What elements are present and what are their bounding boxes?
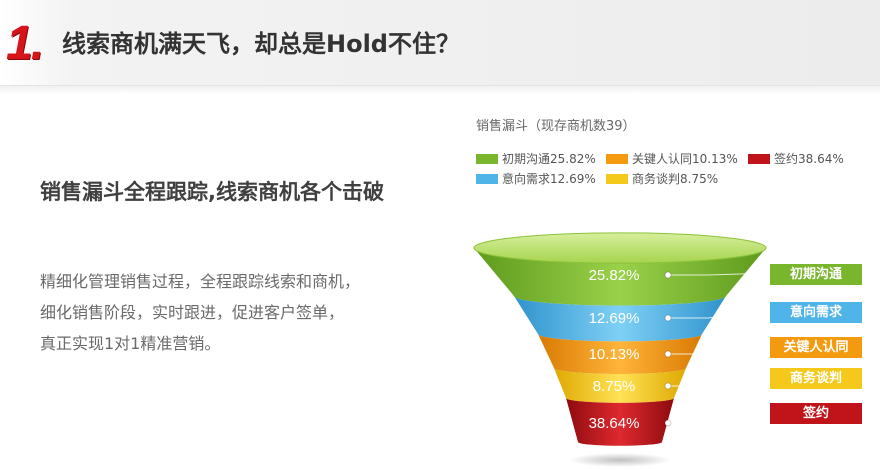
funnel-chart: 25.82% 12.69% 10.13% 8.75% 38.64% bbox=[473, 232, 770, 467]
funnel-connector-dot bbox=[664, 314, 672, 322]
step-number: 1. bbox=[6, 17, 44, 70]
legend-item: 商务谈判8.75% bbox=[606, 171, 718, 187]
stage-tag-signed: 签约 bbox=[770, 403, 862, 424]
stage-tag-label: 意向需求 bbox=[789, 305, 842, 320]
funnel-connector-dot bbox=[664, 419, 672, 427]
chart-legend: 初期沟通25.82% 关键人认同10.13% 签约38.64% 意向需求12.6… bbox=[476, 151, 866, 189]
header-title: 线索商机满天飞，却总是Hold不住？ bbox=[62, 30, 460, 58]
stage-tag-label: 初期沟通 bbox=[789, 267, 842, 282]
chart-title: 销售漏斗（现存商机数39） bbox=[476, 119, 636, 134]
stage-tag-negotiation: 商务谈判 bbox=[770, 368, 862, 389]
legend-label: 关键人认同10.13% bbox=[632, 152, 738, 166]
legend-label: 签约38.64% bbox=[774, 152, 844, 166]
legend-item: 关键人认同10.13% bbox=[606, 151, 738, 167]
funnel-band bbox=[566, 398, 674, 446]
legend-swatch bbox=[476, 153, 498, 164]
stage-tag-initial: 初期沟通 bbox=[770, 264, 862, 285]
funnel-connector-dot bbox=[664, 382, 672, 390]
funnel-percent-label: 10.13% bbox=[589, 346, 640, 363]
description-line: 真正实现1对1精准营销。 bbox=[40, 334, 221, 353]
funnel-band bbox=[474, 248, 766, 306]
funnel-shadow bbox=[568, 453, 672, 467]
funnel-band bbox=[514, 296, 726, 342]
legend-swatch bbox=[606, 153, 628, 164]
funnel-band bbox=[538, 334, 702, 374]
stage-tag-label: 签约 bbox=[802, 406, 829, 421]
description-line: 细化销售阶段，实时跟进，促进客户签单， bbox=[40, 303, 345, 322]
funnel-connector-dot bbox=[664, 271, 672, 279]
stage-tag-intent: 意向需求 bbox=[770, 302, 862, 323]
feature-subtitle: 销售漏斗全程跟踪,线索商机各个击破 bbox=[40, 180, 384, 204]
funnel-band bbox=[554, 368, 686, 403]
stage-tag-key-person: 关键人认同 bbox=[770, 337, 862, 358]
legend-item: 意向需求12.69% bbox=[476, 171, 596, 187]
legend-label: 意向需求12.69% bbox=[502, 172, 596, 186]
legend-label: 初期沟通25.82% bbox=[502, 152, 596, 166]
legend-item: 初期沟通25.82% bbox=[476, 151, 596, 167]
description-line: 精细化管理销售过程，全程跟踪线索和商机， bbox=[40, 272, 361, 291]
header-shadow bbox=[0, 86, 880, 94]
funnel-connector bbox=[668, 345, 770, 355]
funnel-percent-label: 8.75% bbox=[593, 378, 636, 395]
funnel-percent-label: 25.82% bbox=[589, 267, 640, 284]
legend-swatch bbox=[476, 173, 498, 184]
funnel-connector bbox=[668, 411, 770, 424]
legend-label: 商务谈判8.75% bbox=[632, 172, 719, 186]
funnel-connector-dot bbox=[664, 350, 672, 358]
funnel-connector bbox=[668, 310, 770, 319]
funnel-labels: 25.82% 12.69% 10.13% 8.75% 38.64% bbox=[589, 267, 770, 432]
stage-tag-label: 关键人认同 bbox=[783, 340, 849, 355]
stage-tag-label: 商务谈判 bbox=[789, 371, 842, 386]
page-header: 1. 线索商机满天飞，却总是Hold不住？ bbox=[0, 0, 880, 86]
funnel-connector bbox=[668, 376, 770, 387]
legend-item: 签约38.64% bbox=[748, 151, 844, 167]
legend-swatch bbox=[748, 153, 770, 164]
legend-swatch bbox=[606, 173, 628, 184]
funnel-rim bbox=[473, 232, 767, 264]
funnel-percent-label: 38.64% bbox=[589, 415, 640, 432]
funnel-bands bbox=[473, 232, 767, 446]
feature-description: 精细化管理销售过程，全程跟踪线索和商机， 细化销售阶段，实时跟进，促进客户签单，… bbox=[40, 266, 400, 359]
funnel-percent-label: 12.69% bbox=[589, 310, 640, 327]
funnel-connector bbox=[668, 272, 770, 276]
